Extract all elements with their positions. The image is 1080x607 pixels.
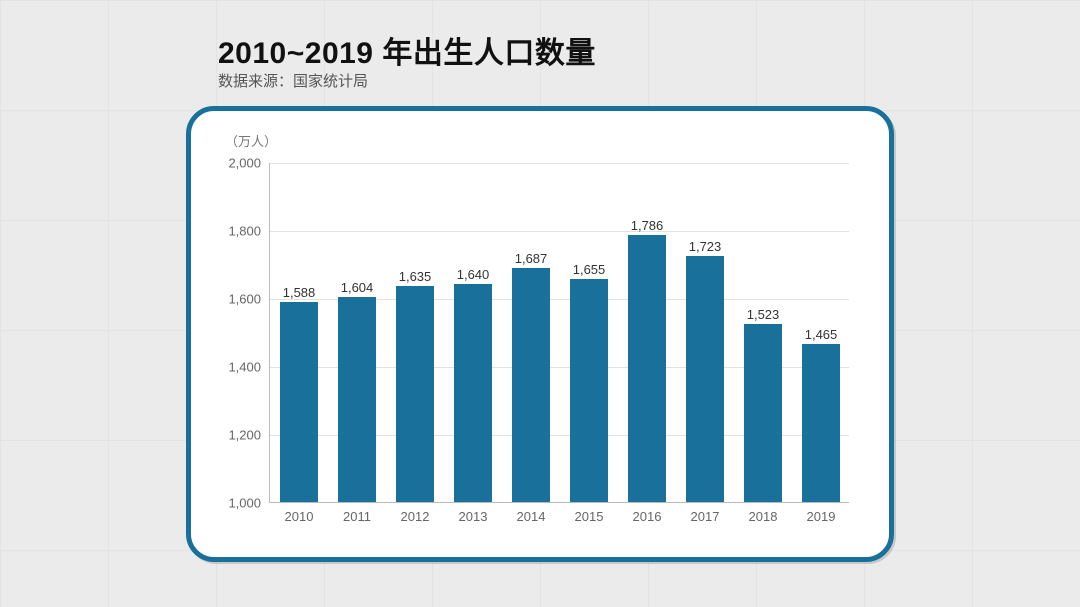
y-tick-label: 1,400 (201, 360, 261, 375)
y-tick-label: 1,200 (201, 428, 261, 443)
bar-value-label: 1,635 (399, 269, 432, 284)
bar (744, 324, 782, 502)
x-tick-label: 2014 (517, 509, 546, 524)
bar (396, 286, 434, 502)
bar (454, 284, 492, 502)
bar-value-label: 1,723 (689, 239, 722, 254)
chart-subtitle: 数据来源：国家统计局 (218, 70, 368, 91)
x-tick-label: 2010 (285, 509, 314, 524)
x-tick-label: 2015 (575, 509, 604, 524)
x-tick-label: 2012 (401, 509, 430, 524)
x-tick-label: 2019 (807, 509, 836, 524)
bar-value-label: 1,523 (747, 307, 780, 322)
y-tick-label: 2,000 (201, 156, 261, 171)
bar-value-label: 1,588 (283, 285, 316, 300)
x-tick-label: 2016 (633, 509, 662, 524)
x-tick-label: 2018 (749, 509, 778, 524)
bar (512, 268, 550, 502)
bar-value-label: 1,640 (457, 267, 490, 282)
y-tick-label: 1,800 (201, 224, 261, 239)
plot-area: 1,0001,2001,4001,6001,8002,0001,58820101… (269, 163, 849, 503)
bar-value-label: 1,786 (631, 218, 664, 233)
bar (280, 302, 318, 502)
bar (802, 344, 840, 502)
bar (338, 297, 376, 502)
x-tick-label: 2017 (691, 509, 720, 524)
bar (570, 279, 608, 502)
bar-value-label: 1,604 (341, 280, 374, 295)
x-tick-label: 2011 (343, 509, 371, 524)
gridline (270, 163, 849, 164)
bar-value-label: 1,465 (805, 327, 838, 342)
y-tick-label: 1,600 (201, 292, 261, 307)
x-tick-label: 2013 (459, 509, 488, 524)
y-axis-unit: （万人） (225, 131, 277, 150)
bar (628, 235, 666, 502)
bar-value-label: 1,655 (573, 262, 606, 277)
bar (686, 256, 724, 502)
chart-title: 2010~2019 年出生人口数量 (218, 28, 596, 72)
y-tick-label: 1,000 (201, 496, 261, 511)
gridline (270, 231, 849, 232)
chart-card: （万人） 1,0001,2001,4001,6001,8002,0001,588… (186, 106, 894, 562)
bar-value-label: 1,687 (515, 251, 548, 266)
